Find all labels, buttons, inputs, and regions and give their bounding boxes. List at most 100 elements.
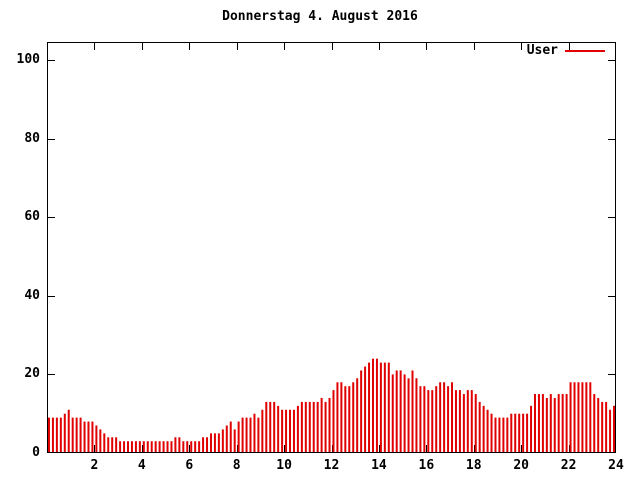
bar	[79, 417, 82, 452]
bar	[142, 441, 145, 452]
bar	[308, 401, 311, 452]
bar	[277, 405, 280, 452]
bar	[585, 382, 588, 452]
bar	[526, 413, 529, 452]
bar	[194, 441, 197, 452]
x-tick-label: 18	[465, 458, 482, 473]
bar	[174, 437, 177, 452]
bar	[265, 401, 268, 452]
bar	[419, 386, 422, 452]
bar	[304, 401, 307, 452]
bar	[541, 394, 544, 452]
bar	[561, 394, 564, 452]
bar	[537, 394, 540, 452]
bar	[553, 397, 556, 452]
bar	[502, 417, 505, 452]
bar	[573, 382, 576, 452]
bar	[292, 409, 295, 452]
bar	[269, 401, 272, 452]
bar	[601, 401, 604, 452]
y-tick-label: 80	[24, 130, 40, 146]
bar	[209, 433, 212, 452]
bar	[549, 394, 552, 452]
bar	[379, 362, 382, 452]
legend-label: User	[526, 43, 558, 58]
bar	[213, 433, 216, 452]
bar	[510, 413, 513, 452]
bar	[300, 401, 303, 452]
bar	[324, 401, 327, 452]
bar	[340, 382, 343, 452]
bar	[506, 417, 509, 452]
bar	[162, 441, 165, 452]
bar	[522, 413, 525, 452]
bar	[150, 441, 153, 452]
y-tick-label: 100	[16, 52, 40, 67]
bar	[257, 417, 260, 452]
bar	[534, 394, 536, 452]
bar	[447, 386, 450, 452]
bar	[115, 437, 118, 452]
bar	[478, 401, 481, 452]
bar	[364, 366, 367, 452]
bar	[237, 421, 240, 452]
bar	[59, 417, 62, 452]
bar	[107, 437, 110, 452]
bar	[253, 413, 256, 452]
bar	[613, 405, 616, 452]
bar	[530, 405, 533, 452]
legend: User	[527, 44, 605, 58]
bar	[328, 397, 331, 452]
bar	[348, 386, 351, 452]
bar	[170, 441, 173, 452]
bar	[336, 382, 339, 452]
bar	[63, 413, 66, 452]
bar	[289, 409, 292, 452]
bar	[387, 362, 390, 452]
bar	[55, 417, 58, 452]
bar	[494, 417, 497, 452]
bar	[217, 433, 220, 452]
bar	[229, 421, 232, 452]
bar	[360, 370, 363, 452]
bar	[454, 390, 457, 452]
bar	[202, 437, 205, 452]
bar	[206, 437, 209, 452]
bar	[581, 382, 584, 452]
x-tick-label: 22	[560, 458, 577, 473]
bar	[182, 441, 185, 452]
bar	[83, 421, 86, 452]
bar	[225, 425, 228, 452]
bar	[565, 394, 568, 452]
bar	[411, 370, 414, 452]
bar	[427, 390, 430, 452]
bar	[221, 429, 224, 452]
bar	[589, 382, 592, 452]
bar	[241, 417, 244, 452]
x-tick-label: 16	[418, 458, 435, 473]
bar	[127, 441, 129, 452]
bar	[332, 390, 335, 452]
bar	[320, 397, 323, 452]
bar	[577, 382, 580, 452]
bar	[443, 382, 446, 452]
bar	[233, 429, 236, 452]
bar	[158, 441, 161, 452]
bar	[75, 417, 78, 452]
chart-title: Donnerstag 4. August 2016	[222, 9, 418, 24]
bar	[134, 441, 137, 452]
bar	[344, 386, 347, 452]
bar	[123, 441, 126, 452]
y-tick-label: 60	[24, 209, 40, 225]
legend-line-sample	[565, 50, 605, 52]
bar	[399, 370, 402, 452]
bar	[273, 401, 276, 452]
bar	[178, 437, 181, 452]
bar	[47, 417, 50, 452]
bar	[51, 417, 54, 452]
bar	[71, 417, 74, 452]
bar	[545, 397, 548, 452]
bar	[470, 390, 473, 452]
bar	[368, 362, 371, 452]
bar	[138, 441, 141, 452]
